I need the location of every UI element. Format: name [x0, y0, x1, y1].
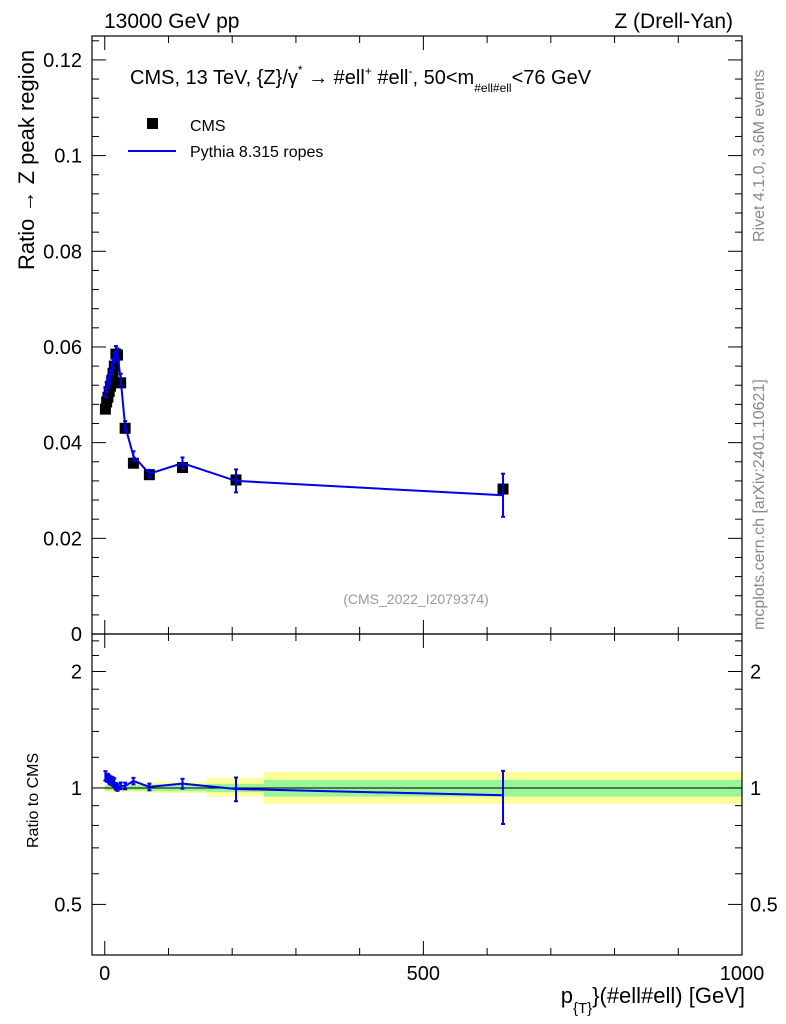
mcplots-label: mcplots.cern.ch [arXiv:2401.10621]: [751, 379, 768, 630]
ratio-y-axis-label: Ratio to CMS: [25, 753, 42, 848]
x-axis-label: p{T}}(#ell#ell) [GeV]: [561, 983, 745, 1017]
cms-point: [104, 380, 116, 392]
y-tick-label: 0.12: [43, 50, 82, 72]
plot-title-cut: , 50<m: [413, 67, 475, 89]
y-tick-label: 0.06: [43, 337, 82, 359]
cms-point: [102, 391, 114, 403]
legend-label-cms: CMS: [190, 118, 226, 135]
x-tick-label: 500: [407, 963, 440, 985]
x-axis-label-sub: {T}: [573, 1000, 592, 1017]
legend-label-pythia: Pythia 8.315 ropes: [190, 144, 323, 161]
pythia-line: [104, 349, 504, 497]
y-tick-label: 0.04: [43, 433, 82, 455]
legend-marker-cms: [147, 118, 158, 129]
cms-point: [127, 457, 139, 469]
plot-title-plus: +: [365, 64, 372, 78]
analysis-watermark: (CMS_2022_I2079374): [343, 591, 489, 607]
ratio-y-tick-label-right: 1: [750, 778, 761, 800]
x-axis-label-rest: }(#ell#ell) [GeV]: [592, 983, 745, 1008]
x-tick-label: 0: [99, 963, 110, 985]
cms-point: [99, 403, 111, 415]
plot-title-tail: <76 GeV: [512, 67, 592, 89]
ratio-y-tick-label-right: 2: [750, 661, 761, 683]
ratio-frame: [91, 633, 743, 956]
header-right-label: Z (Drell-Yan): [614, 10, 733, 33]
y-tick-label: 0.1: [54, 146, 82, 168]
rivet-label: Rivet 4.1.0, 3.6M events: [751, 69, 768, 242]
y-axis-label: Ratio → Z peak region: [14, 50, 39, 270]
cms-point: [108, 360, 120, 372]
y-tick-label: 0.02: [43, 528, 82, 550]
x-tick-label: 1000: [720, 963, 765, 985]
y-tick-label: 0: [71, 624, 82, 646]
y-tick-label: 0.08: [43, 241, 82, 263]
plot-title-arrow: → #ell: [303, 67, 365, 89]
ratio-y-tick-label: 0.5: [54, 894, 82, 916]
plot-title-star: *: [298, 63, 303, 77]
x-axis-label-p: p: [561, 983, 573, 1008]
plot-title-prefix: CMS, 13 TeV, {Z}/γ: [130, 67, 298, 89]
plot-title-minus: -: [409, 64, 413, 78]
ratio-panel: 0 500 1000 0.5 0.5 1 1 2 2 Ratio to CMS p{T}}(#ell…: [25, 633, 778, 1017]
ratio-y-tick-label-right: 0.5: [750, 894, 778, 916]
plot-title-mid: #ell: [372, 67, 409, 89]
ratio-y-tick-label: 1: [71, 778, 82, 800]
plot-title-sub: #ell#ell: [474, 81, 511, 95]
ratio-y-tick-label: 2: [71, 661, 82, 683]
plot-title: CMS, 13 TeV, {Z}/γ* → #ell+ #ell-, 50<m#…: [130, 63, 592, 95]
header-left-label: 13000 GeV pp: [104, 10, 239, 33]
